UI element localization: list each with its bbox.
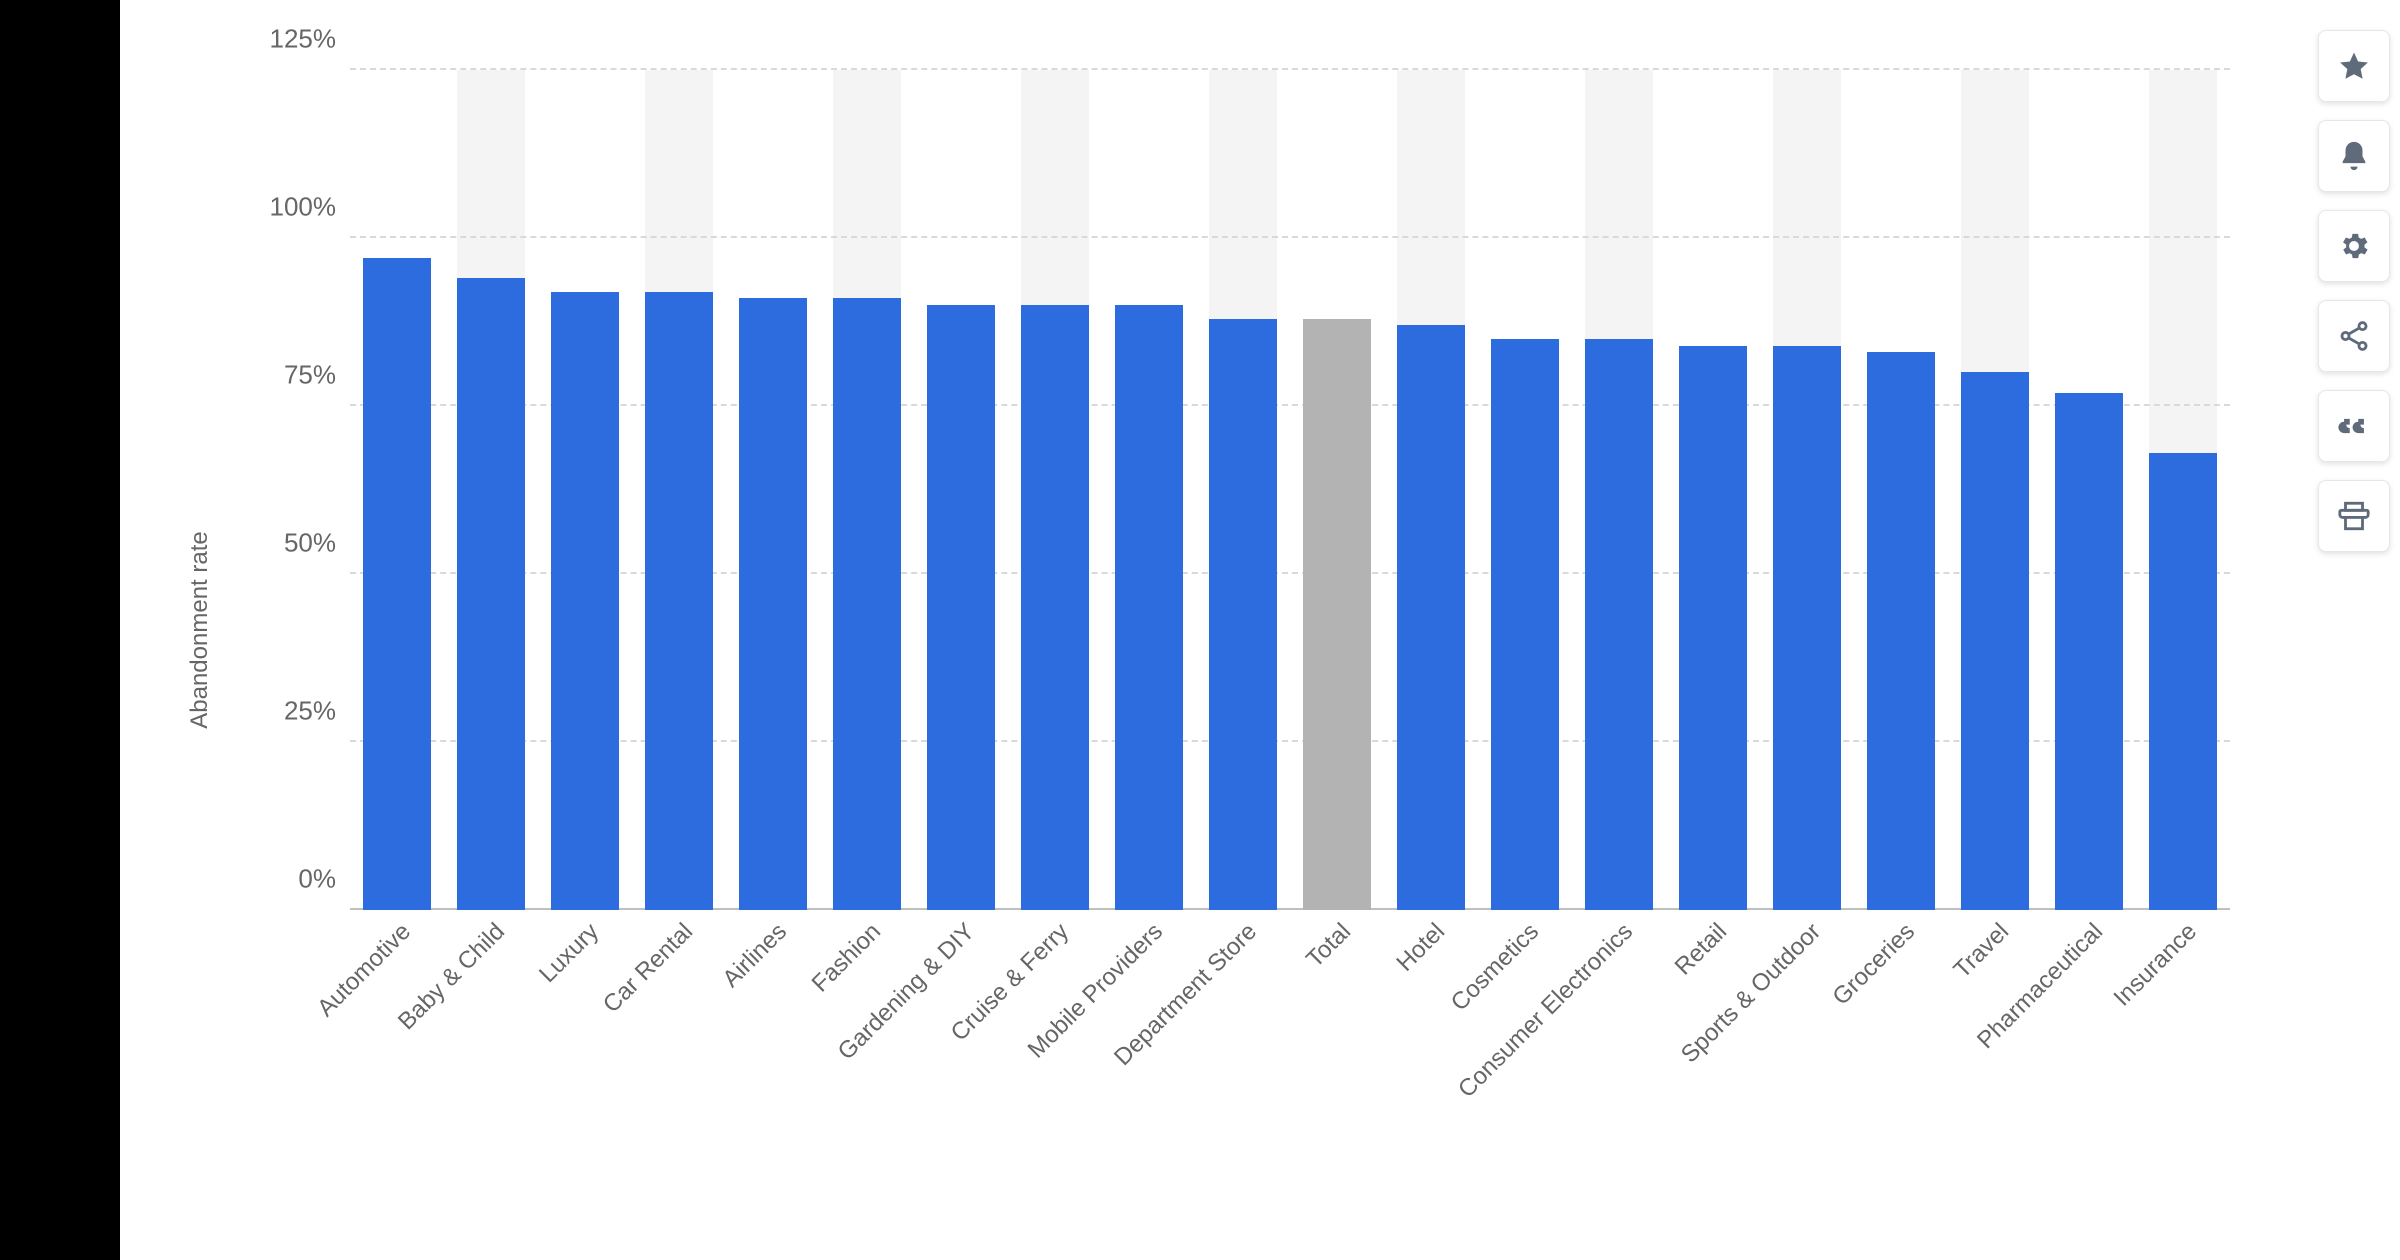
x-label-slot: Cruise & Ferry bbox=[1008, 910, 1102, 1230]
grid-line bbox=[350, 404, 2230, 406]
bar[interactable] bbox=[739, 298, 807, 910]
settings-button[interactable] bbox=[2318, 210, 2390, 282]
x-label-slot: Automotive bbox=[350, 910, 444, 1230]
bar-slot bbox=[726, 70, 820, 910]
x-tick-label: Luxury bbox=[534, 918, 605, 989]
bar[interactable] bbox=[1209, 319, 1277, 910]
bar-slot bbox=[1948, 70, 2042, 910]
cite-button[interactable] bbox=[2318, 390, 2390, 462]
bar-slot bbox=[1572, 70, 1666, 910]
bar-slot bbox=[1760, 70, 1854, 910]
x-label-slot: Baby & Child bbox=[444, 910, 538, 1230]
x-label-slot: Department Store bbox=[1196, 910, 1290, 1230]
bar-slot bbox=[1196, 70, 1290, 910]
bar[interactable] bbox=[1021, 305, 1089, 910]
x-label-slot: Retail bbox=[1666, 910, 1760, 1230]
x-label-slot: Car Rental bbox=[632, 910, 726, 1230]
grid-line bbox=[350, 572, 2230, 574]
chart-panel: Abandonment rate 0%25%50%75%100%125% Aut… bbox=[120, 0, 2400, 1260]
x-label-slot: Airlines bbox=[726, 910, 820, 1230]
x-label-slot: Insurance bbox=[2136, 910, 2230, 1230]
bar[interactable] bbox=[457, 278, 525, 910]
chart-area: Abandonment rate 0%25%50%75%100%125% Aut… bbox=[180, 30, 2290, 1230]
x-label-slot: Luxury bbox=[538, 910, 632, 1230]
bar[interactable] bbox=[645, 292, 713, 910]
bar[interactable] bbox=[1585, 339, 1653, 910]
bar-slot bbox=[632, 70, 726, 910]
y-tick-label: 50% bbox=[284, 528, 350, 559]
y-tick-label: 25% bbox=[284, 696, 350, 727]
x-tick-label: Hotel bbox=[1391, 918, 1450, 977]
bar-slot bbox=[1854, 70, 1948, 910]
bell-icon bbox=[2337, 139, 2371, 173]
y-axis-label: Abandonment rate bbox=[186, 531, 214, 728]
bar-slot bbox=[1384, 70, 1478, 910]
bar-slot bbox=[2042, 70, 2136, 910]
star-icon bbox=[2337, 49, 2371, 83]
x-label-slot: Pharmaceutical bbox=[2042, 910, 2136, 1230]
gear-icon bbox=[2337, 229, 2371, 263]
bar[interactable] bbox=[363, 258, 431, 910]
bar[interactable] bbox=[1491, 339, 1559, 910]
x-tick-label: Airlines bbox=[717, 918, 792, 993]
quote-icon bbox=[2337, 409, 2371, 443]
x-label-slot: Fashion bbox=[820, 910, 914, 1230]
bar[interactable] bbox=[1961, 372, 2029, 910]
grid-line bbox=[350, 740, 2230, 742]
bar-slot bbox=[914, 70, 1008, 910]
share-button[interactable] bbox=[2318, 300, 2390, 372]
bar-slot bbox=[1478, 70, 1572, 910]
bar[interactable] bbox=[2055, 393, 2123, 910]
grid-line bbox=[350, 68, 2230, 70]
bar[interactable] bbox=[1397, 325, 1465, 910]
bar-slot bbox=[820, 70, 914, 910]
y-tick-label: 125% bbox=[270, 24, 351, 55]
chart-actions bbox=[2318, 30, 2390, 552]
alert-button[interactable] bbox=[2318, 120, 2390, 192]
bar[interactable] bbox=[2149, 453, 2217, 910]
x-label-slot: Gardening & DIY bbox=[914, 910, 1008, 1230]
bar-slot bbox=[444, 70, 538, 910]
bar[interactable] bbox=[551, 292, 619, 910]
bar-slot bbox=[350, 70, 444, 910]
bar[interactable] bbox=[1303, 319, 1371, 910]
x-label-slot: Consumer Electronics bbox=[1572, 910, 1666, 1230]
bar-slot bbox=[538, 70, 632, 910]
bar[interactable] bbox=[833, 298, 901, 910]
y-tick-label: 75% bbox=[284, 360, 350, 391]
x-label-slot: Sports & Outdoor bbox=[1760, 910, 1854, 1230]
bar-slot bbox=[1290, 70, 1384, 910]
x-label-slot: Groceries bbox=[1854, 910, 1948, 1230]
stage: Abandonment rate 0%25%50%75%100%125% Aut… bbox=[0, 0, 2400, 1260]
y-tick-label: 0% bbox=[298, 864, 350, 895]
x-tick-label: Total bbox=[1301, 918, 1357, 974]
plot-region: 0%25%50%75%100%125% bbox=[350, 70, 2230, 910]
x-label-slot: Travel bbox=[1948, 910, 2042, 1230]
favorite-button[interactable] bbox=[2318, 30, 2390, 102]
share-icon bbox=[2337, 319, 2371, 353]
y-tick-label: 100% bbox=[270, 192, 351, 223]
bar[interactable] bbox=[1867, 352, 1935, 910]
bar[interactable] bbox=[1679, 346, 1747, 910]
bar[interactable] bbox=[1773, 346, 1841, 910]
bars-container bbox=[350, 70, 2230, 910]
bar[interactable] bbox=[927, 305, 995, 910]
x-label-slot: Mobile Providers bbox=[1102, 910, 1196, 1230]
print-icon bbox=[2337, 499, 2371, 533]
x-label-slot: Hotel bbox=[1384, 910, 1478, 1230]
bar[interactable] bbox=[1115, 305, 1183, 910]
bar-slot bbox=[1666, 70, 1760, 910]
x-tick-label: Retail bbox=[1670, 918, 1733, 981]
x-tick-label: Travel bbox=[1948, 918, 2014, 984]
bar-slot bbox=[1008, 70, 1102, 910]
x-label-slot: Total bbox=[1290, 910, 1384, 1230]
print-button[interactable] bbox=[2318, 480, 2390, 552]
grid-line bbox=[350, 236, 2230, 238]
bar-slot bbox=[1102, 70, 1196, 910]
x-labels: AutomotiveBaby & ChildLuxuryCar RentalAi… bbox=[350, 910, 2230, 1230]
bar-slot bbox=[2136, 70, 2230, 910]
